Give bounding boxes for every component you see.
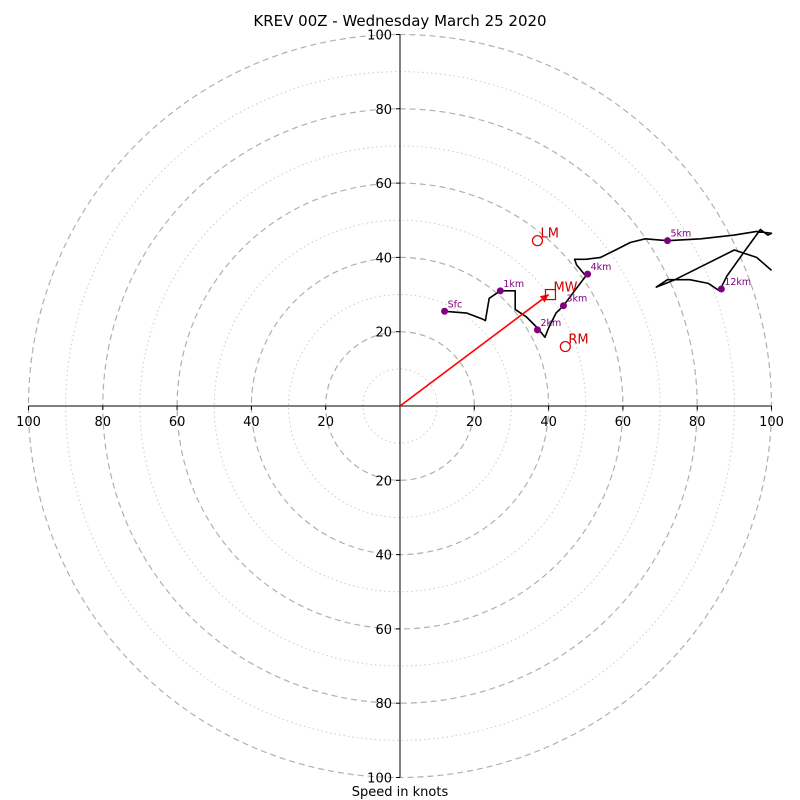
x-tick-label: 40 xyxy=(243,415,260,430)
y-tick-label: 20 xyxy=(375,326,392,341)
hodograph-trace-line xyxy=(444,228,773,339)
height-marker-label: 4km xyxy=(591,262,612,273)
height-marker-label: 5km xyxy=(670,229,691,240)
storm-motion-marker xyxy=(544,288,557,301)
x-tick-label: 60 xyxy=(169,415,186,430)
x-tick-label: 60 xyxy=(615,415,632,430)
height-marker-point xyxy=(663,237,671,245)
x-tick-label: 20 xyxy=(317,415,334,430)
y-tick-label: 80 xyxy=(375,697,392,712)
x-axis-label: Speed in knots xyxy=(352,785,449,800)
y-tick-label: 100 xyxy=(367,772,392,787)
storm-motion-label: LM xyxy=(540,227,558,242)
height-marker-point xyxy=(559,302,567,310)
x-tick-label: 80 xyxy=(95,415,112,430)
x-tick-label: 20 xyxy=(466,415,483,430)
storm-motion-label: MW xyxy=(553,281,577,296)
y-tick-label: 80 xyxy=(375,103,392,118)
height-marker-label: Sfc xyxy=(448,299,463,310)
y-tick-label: 60 xyxy=(375,623,392,638)
y-tick-label: 20 xyxy=(375,474,392,489)
y-tick-label: 40 xyxy=(375,549,392,564)
storm-motion-marker xyxy=(531,235,544,247)
y-tick-label: 100 xyxy=(367,29,392,44)
height-marker-label: 3km xyxy=(566,294,587,305)
height-marker-point xyxy=(717,285,725,293)
height-marker-label: 1km xyxy=(503,279,524,290)
height-marker-point xyxy=(496,287,504,295)
height-marker-label: 2km xyxy=(540,318,561,329)
axes: 100 80 60 40 20 20 40 60 80 100 20 40 60 80 100 20 40 60 8… xyxy=(16,29,784,787)
height-marker-point xyxy=(441,307,449,315)
storm-motion-layer: LM MW RM xyxy=(531,227,589,353)
chart-title: KREV 00Z - Wednesday March 25 2020 xyxy=(253,12,546,30)
storm-motion-marker xyxy=(559,340,571,353)
x-tick-label: 40 xyxy=(540,415,557,430)
height-marker-label: 12km xyxy=(724,277,751,288)
storm-motion-label: RM xyxy=(568,333,588,348)
shear-vector-arrowhead xyxy=(539,294,549,303)
hodograph-trace-layer xyxy=(399,228,773,407)
height-marker-point xyxy=(533,326,541,334)
shear-vector-line xyxy=(399,293,550,407)
x-tick-label: 100 xyxy=(759,415,784,430)
height-marker-point xyxy=(584,270,592,278)
x-tick-label: 100 xyxy=(16,415,41,430)
height-marker-layer: Sfc 1km 2km 3km 4km 5km 12km xyxy=(441,229,751,334)
x-tick-label: 80 xyxy=(689,415,706,430)
y-tick-label: 60 xyxy=(375,177,392,192)
y-tick-label: 40 xyxy=(375,251,392,266)
